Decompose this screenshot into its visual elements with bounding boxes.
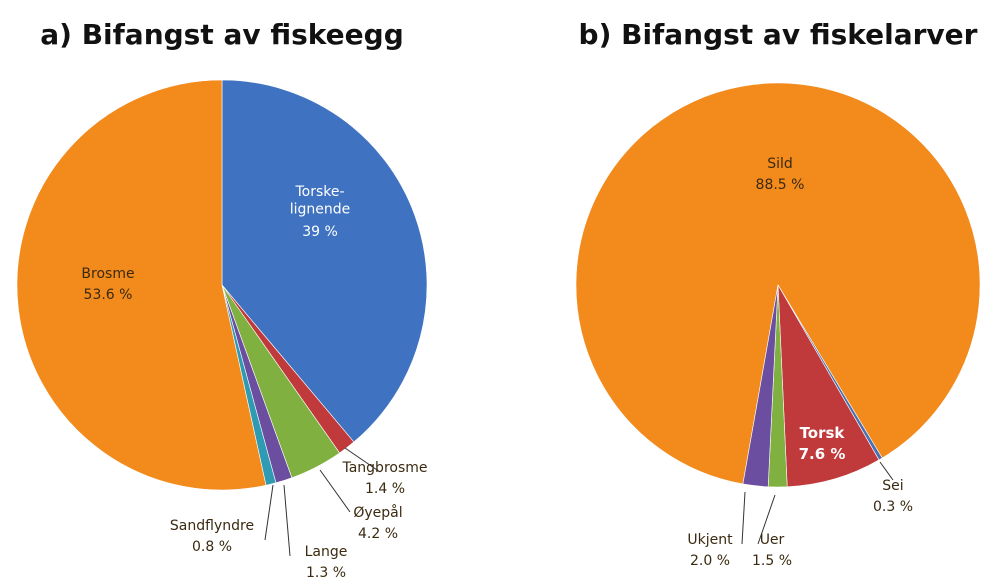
leader-line (344, 447, 381, 473)
leader-line (741, 491, 746, 545)
value-label: 1.3 % (306, 565, 346, 581)
value-label: 4.2 % (358, 526, 398, 542)
pie-slice (742, 284, 779, 488)
value-label: 7.6 % (799, 445, 846, 463)
value-label: 39 % (302, 224, 338, 240)
value-label: 53.6 % (84, 287, 133, 303)
leader-line (319, 469, 351, 513)
pie-slice (16, 79, 267, 491)
slice-label: Øyepål (353, 504, 402, 521)
pie-slice (221, 79, 428, 443)
slice-label: Sei (882, 478, 903, 494)
slice-label: Torske-lignende (290, 184, 351, 218)
leader-line (879, 461, 894, 481)
leader-line (283, 484, 291, 557)
value-label: 2.0 % (690, 553, 730, 569)
pie-slice (575, 82, 981, 485)
slice-label: Uer (760, 532, 785, 548)
value-label: 88.5 % (756, 177, 805, 193)
slice-label: Torsk (800, 424, 846, 442)
chart-title: a) Bifangst av fiskeegg (40, 18, 403, 51)
value-label: 1.5 % (752, 553, 792, 569)
value-label: 1.4 % (365, 481, 405, 497)
value-label: 0.8 % (192, 539, 232, 555)
slice-label: Ukjent (687, 532, 733, 548)
slice-label: Brosme (81, 266, 134, 282)
slice-label: Tangbrosme (341, 460, 427, 476)
slice-label: Lange (305, 544, 348, 560)
slice-label: Sandflyndre (170, 518, 254, 534)
slice-label: Sild (767, 156, 793, 172)
leader-line (757, 494, 776, 545)
value-label: 0.3 % (873, 499, 913, 515)
chart-title: b) Bifangst av fiskelarver (579, 18, 978, 51)
leader-line (264, 484, 274, 541)
pie-slice (777, 284, 880, 488)
